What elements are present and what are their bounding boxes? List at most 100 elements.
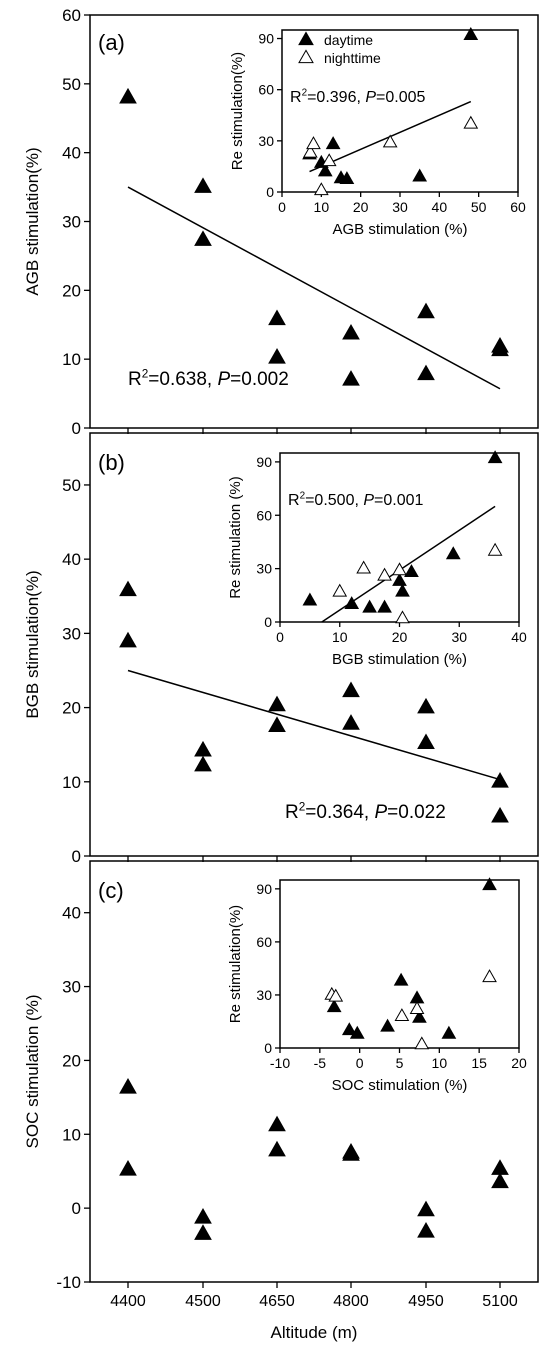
inset-point-open [395,610,410,624]
inset-y-axis-label: Re stimulation (%) [227,476,244,599]
inset-point-filled [349,1025,365,1039]
x-axis-label: Altitude (m) [271,1323,358,1342]
inset-x-tick-label: 0 [278,199,286,215]
inset-y-tick-label: 60 [256,934,272,950]
inset-x-tick-label: 30 [392,199,408,215]
inset-point-open [392,562,407,576]
inset-x-tick-label: 60 [510,199,526,215]
inset-point-filled [341,1022,357,1036]
data-point [119,87,137,104]
data-point [491,1159,509,1175]
inset-y-tick-label: 0 [264,614,272,630]
data-point [194,755,212,772]
y-tick-label: 0 [72,419,81,438]
data-point [268,309,286,326]
inset-point-filled [380,1018,395,1032]
inset-x-tick-label: 0 [356,1055,364,1071]
inset-x-tick-label: -10 [270,1055,290,1071]
inset-point-open [463,115,479,129]
inset-point-filled [393,972,409,986]
data-point [342,370,360,386]
y-axis-label: BGB stimulation(%) [23,570,42,718]
y-tick-label: 60 [62,6,81,25]
data-point [491,340,509,357]
data-point [342,681,360,698]
inset-point-open [409,1000,425,1014]
x-tick-label: 4800 [333,1293,369,1310]
y-axis-label: SOC stimulation (%) [23,995,42,1149]
panel-label: (c) [98,878,124,903]
data-point [342,714,360,730]
panel-label: (a) [98,30,125,55]
inset-point-filled [302,592,318,606]
fit-annotation: R2=0.638, P=0.002 [128,367,289,390]
data-point [194,177,212,193]
inset-y-tick-label: 90 [256,454,272,470]
data-point [491,1172,509,1189]
panel-frame [89,432,539,857]
inset-x-tick-label: 5 [396,1055,404,1071]
data-point [491,806,509,823]
y-axis-label: AGB stimulation(%) [23,147,42,295]
legend-label-filled: daytime [324,32,373,48]
inset-point-filled [326,999,342,1013]
panel-frame [89,14,539,429]
data-point [194,740,212,757]
inset-point-filled [344,596,360,610]
inset-x-tick-label: 0 [276,629,284,645]
inset-x-tick-label: 20 [353,199,369,215]
y-tick-label: 20 [62,281,81,300]
inset-2: -10 -5 0 5 10 15 20 0 30 60 90 SOC stimulation (%) R… [227,877,527,1094]
data-point [119,580,137,597]
inset-point-open [482,969,497,983]
inset-y-tick-label: 60 [256,507,272,523]
inset-y-tick-label: 90 [256,881,272,897]
data-point [417,1222,435,1238]
legend-label-open: nighttime [324,50,381,66]
data-point [268,1115,286,1132]
inset-point-filled [445,546,461,560]
data-point [119,1078,137,1094]
x-tick-label: 4500 [185,1293,221,1310]
inset-y-tick-label: 90 [258,31,274,47]
y-tick-label: 50 [62,75,81,94]
y-tick-label: 30 [62,213,81,232]
y-tick-label: 20 [62,699,81,718]
y-tick-label: 40 [62,904,81,923]
fit-line [127,669,501,781]
data-point [268,1140,286,1157]
inset-x-tick-label: 40 [511,629,527,645]
inset-x-tick-label: 10 [432,1055,448,1071]
inset-point-filled [463,27,479,40]
inset-0: 0 10 20 30 40 50 60 0 30 60 90 AGB stimulation (%) R… [229,27,526,238]
inset-frame [279,452,520,623]
inset-point-open [306,136,321,150]
inset-point-filled [487,450,503,464]
inset-annotation: R2=0.500, P=0.001 [288,491,424,509]
inset-point-open [313,182,329,196]
inset-point-open [321,153,337,167]
inset-point-open [487,542,503,556]
data-point [417,697,435,714]
panel-a: 0 10 20 30 40 50 60 (a) AGB stimulation(%) R2=0.6… [23,6,539,438]
inset-1: 0 10 20 30 40 0 30 60 90 BGB stimulation (%) Re st… [227,450,527,668]
inset-point-open [394,1008,410,1022]
y-tick-label: 30 [62,978,81,997]
inset-frame [279,879,520,1049]
y-tick-label: 10 [62,350,81,369]
x-tick-label: 4650 [259,1293,295,1310]
inset-point-open [332,583,348,597]
inset-x-tick-label: 40 [432,199,448,215]
inset-point-open [356,560,372,574]
data-point [194,1208,212,1224]
y-tick-label: 30 [62,624,81,643]
inset-point-open [377,567,392,581]
inset-y-tick-label: 30 [256,987,272,1003]
inset-point-open [414,1036,430,1050]
data-point [268,716,286,732]
inset-point-filled [317,163,333,177]
data-point [417,733,435,750]
inset-point-open [382,134,398,148]
fit-annotation: R2=0.364, P=0.022 [285,800,446,823]
data-point [417,302,435,319]
